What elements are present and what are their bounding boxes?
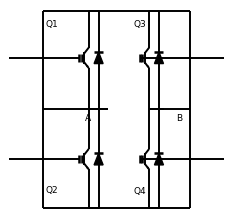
- Text: B: B: [176, 114, 182, 123]
- Text: Q4: Q4: [134, 187, 146, 196]
- Text: Q2: Q2: [45, 186, 58, 195]
- Polygon shape: [94, 153, 103, 165]
- Polygon shape: [147, 167, 148, 168]
- Polygon shape: [87, 66, 88, 67]
- Polygon shape: [87, 167, 88, 168]
- Polygon shape: [154, 52, 164, 64]
- Text: Q3: Q3: [134, 20, 147, 29]
- Polygon shape: [94, 52, 103, 64]
- Polygon shape: [147, 66, 148, 67]
- Polygon shape: [154, 153, 164, 165]
- Text: A: A: [85, 114, 91, 123]
- Text: Q1: Q1: [45, 20, 58, 29]
